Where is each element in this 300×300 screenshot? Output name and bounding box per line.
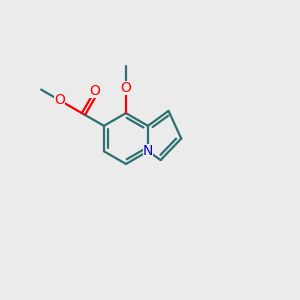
Text: N: N [143,144,153,158]
Text: O: O [121,81,131,95]
Text: O: O [54,93,65,107]
Text: O: O [89,84,100,98]
